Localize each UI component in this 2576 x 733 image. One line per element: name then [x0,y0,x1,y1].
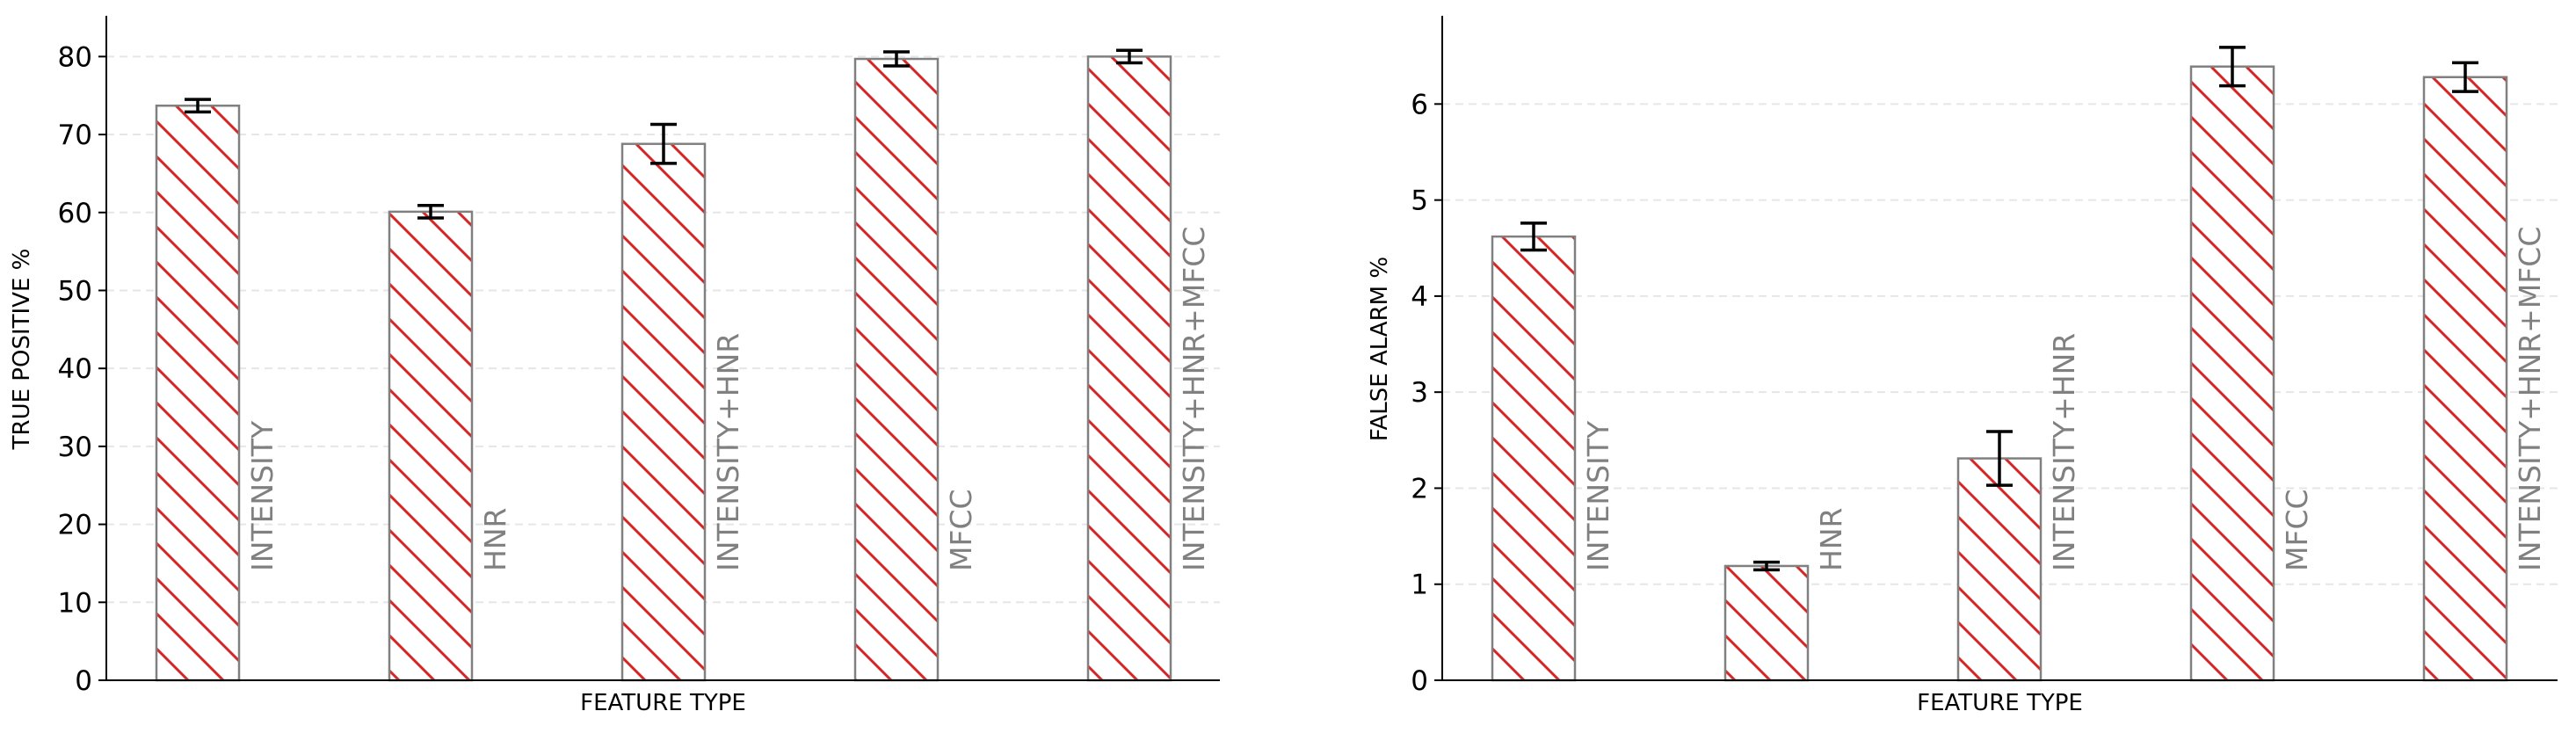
y-tick-label: 0 [75,665,92,697]
bar [388,210,474,682]
y-tick-label: 4 [1411,281,1428,313]
y-tick-label: 5 [1411,185,1428,217]
bar [2189,65,2275,682]
x-axis-title: FEATURE TYPE [1917,690,2083,716]
y-tick-label: 60 [58,198,92,229]
bar-label: HNR [1814,508,1848,571]
y-tick-label: 0 [1411,665,1428,697]
bar-label: INTENSITY [245,420,279,571]
bar-label: INTENSITY+HNR+MFCC [2513,227,2547,571]
bar-label: MFCC [944,489,978,571]
y-tick-label: 6 [1411,89,1428,120]
bar-label: INTENSITY+HNR [2047,333,2081,571]
bar [1086,55,1172,682]
bar [620,142,707,682]
y-tick-label: 70 [58,120,92,151]
y-tick-label: 10 [58,587,92,619]
bar [155,104,241,682]
bar [1956,457,2043,682]
y-tick-label: 20 [58,510,92,541]
y-tick-label: 3 [1411,377,1428,409]
bar [1723,564,1810,682]
y-axis-title: FALSE ALARM % [1367,257,1393,441]
bar [2422,76,2508,682]
y-tick-label: 50 [58,275,92,307]
bar-label: HNR [478,508,512,571]
bar-label: INTENSITY+HNR+MFCC [1177,227,1211,571]
y-tick-label: 30 [58,432,92,463]
y-axis-title: TRUE POSITIVE % [9,249,35,451]
bar-label: INTENSITY [1581,420,1615,571]
bar [853,57,940,682]
y-tick-label: 2 [1411,473,1428,504]
true-positive-chart: 0 10 20 30 40 50 60 70 80 INTENSITY HNR INTENSITY+H… [9,16,1220,716]
bar [1491,235,1577,682]
x-axis-title: FEATURE TYPE [580,690,746,716]
false-alarm-chart: 0 1 2 3 4 5 6 INTENSITY HNR INTENSITY+HNR MFCC INTE… [1367,16,2558,716]
y-tick-label: 80 [58,41,92,73]
bar-label: INTENSITY+HNR [711,333,745,571]
y-tick-label: 40 [58,353,92,385]
y-tick-label: 1 [1411,570,1428,601]
bar-label: MFCC [2280,489,2314,571]
